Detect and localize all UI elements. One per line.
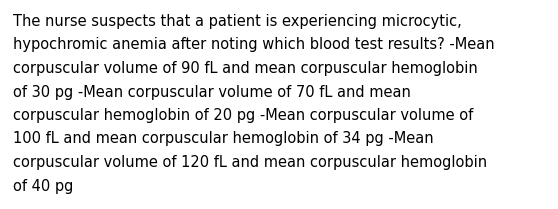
Text: of 30 pg -Mean corpuscular volume of 70 fL and mean: of 30 pg -Mean corpuscular volume of 70 … [13,84,411,99]
Text: of 40 pg: of 40 pg [13,178,73,194]
Text: hypochromic anemia after noting which blood test results? -Mean: hypochromic anemia after noting which bl… [13,37,494,52]
Text: corpuscular hemoglobin of 20 pg -Mean corpuscular volume of: corpuscular hemoglobin of 20 pg -Mean co… [13,108,473,123]
Text: corpuscular volume of 120 fL and mean corpuscular hemoglobin: corpuscular volume of 120 fL and mean co… [13,155,487,170]
Text: The nurse suspects that a patient is experiencing microcytic,: The nurse suspects that a patient is exp… [13,14,462,29]
Text: corpuscular volume of 90 fL and mean corpuscular hemoglobin: corpuscular volume of 90 fL and mean cor… [13,61,478,76]
Text: 100 fL and mean corpuscular hemoglobin of 34 pg -Mean: 100 fL and mean corpuscular hemoglobin o… [13,131,434,147]
